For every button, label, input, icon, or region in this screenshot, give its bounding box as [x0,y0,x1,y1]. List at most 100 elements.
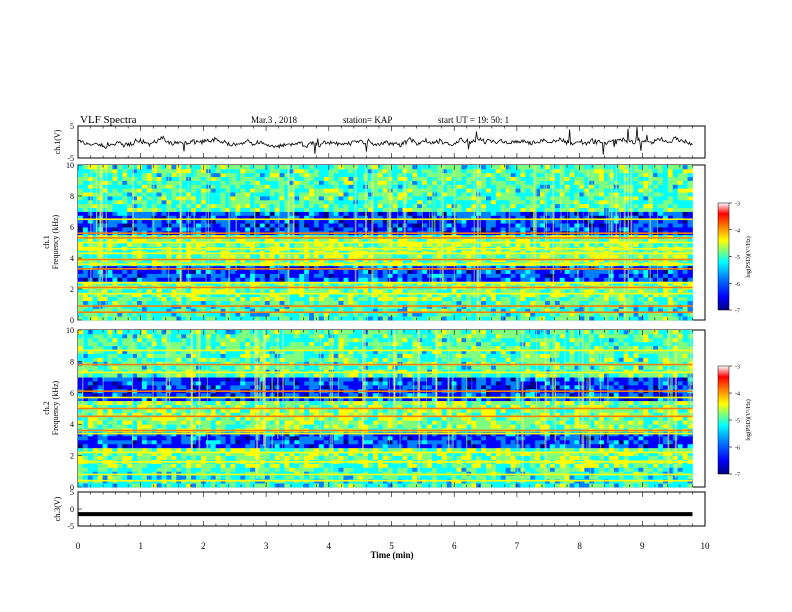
ch1-spectrogram-cell [92,312,99,317]
ch1-spectrogram-cell [520,219,526,224]
ch1-spectrogram-cell [540,184,546,189]
ch1-spectrogram-cell [515,165,521,170]
ch1-spectrogram-cell [535,242,541,247]
ch1-spectrogram-cell [653,289,659,294]
ch1-spectrogram-cell [279,265,285,271]
ch1-spectrogram-cell [618,223,625,228]
ch1-spectrogram-cell [220,172,226,178]
ch1-spectrogram-cell [461,196,467,201]
ch1-spectrogram-cell [633,277,639,282]
ch1-spectrogram-cell [407,168,413,174]
ch1-spectrogram-cell [633,234,639,240]
ch1-spectrogram-cell [495,296,502,302]
ch1-spectrogram-cell [122,211,128,216]
ch1-spectrogram-cell [672,180,679,185]
ch1-spectrogram-cell [584,292,590,298]
ch1-spectrogram-cell [505,254,511,259]
ch1-spectrogram-cell [510,265,516,271]
ch1-spectrogram-cell [274,269,280,274]
ch1-spectrogram-cell [220,273,226,278]
ch1-spectrogram-cell [328,234,335,240]
ch1-spectrogram-cell [235,277,241,282]
ch1-spectrogram-cell [181,300,187,305]
ch1-spectrogram-cell [490,184,497,189]
ch1-spectrogram-cell [313,234,320,240]
ch1-spectrogram-cell [510,196,516,201]
ch1-spectrogram-cell [490,269,497,274]
ch1-spectrogram-cell [78,196,84,201]
ch1-spectrogram-cell [166,292,172,298]
ch1-spectrogram-cell [397,269,403,274]
ch1-spectrogram-cell [535,176,541,181]
ch1-spectrogram-cell [441,238,448,243]
ch1-spectrogram-cell [466,300,472,305]
ch1-spectrogram-cell [338,203,344,209]
ch1-spectrogram-cell [417,250,423,255]
ch1-spectrogram-cell [127,292,133,298]
ch1-spectrogram-cell [643,188,649,193]
ch1-spectrogram-cell [309,273,315,278]
ch1-spectrogram-cell [466,176,472,181]
ch1-spectrogram-cell [132,234,138,240]
ch1-spectrogram-cell [304,215,310,220]
ch1-spectrogram-cell [446,227,452,232]
ch1-spectrogram-cell [274,300,280,305]
ch1-spectrogram-cell [510,184,516,189]
ch1-spectrogram-cell [554,215,561,220]
ch1-spectrogram-cell [525,277,531,282]
ch1-spectrogram-cell [672,172,679,178]
ch1-spectrogram-cell [328,308,335,313]
ch1-spectrogram-cell [481,180,487,185]
ch1-spectrogram-cell [687,265,693,271]
ch1-spectrogram-cell [638,188,644,193]
ch1-spectrogram-cell [102,211,108,216]
ch1-spectrogram-cell [594,180,600,185]
ch1-spectrogram-cell [146,254,153,259]
ch1-spectrogram-cell [259,180,266,185]
ch1-spectrogram-cell [151,269,158,274]
ch1-spectrogram-cell [520,184,526,189]
ch1-spectrogram-cell [122,250,128,255]
ch1-spectrogram-cell [284,273,290,278]
ch1-spectrogram-cell [215,176,221,181]
ch1-spectrogram-cell [240,172,246,178]
ch1-spectrogram-cell [171,176,177,181]
ch1-spectrogram-cell [446,242,452,247]
ch1-spectrogram-cell [594,184,600,189]
ch1-spectrogram-cell [259,219,266,224]
ch1-spectrogram-cell [510,273,516,278]
ch1-spectrogram-cell [658,292,664,298]
ch1-spectrogram-cell [200,289,207,294]
ch1-spectrogram-cell [195,207,202,212]
ch1-spectrogram-cell [584,234,590,240]
ch1-spectrogram-cell [481,172,487,178]
ch1-spectrogram-cell [136,238,143,243]
ch1-spectrogram-cell [677,168,684,174]
ch1-spectrogram-cell [530,269,536,274]
ch1-spectrogram-cell [682,168,688,174]
ch1-spectrogram-cell [407,203,413,209]
ch1-spectrogram-cell [156,165,162,170]
ch1-spectrogram-cell [505,238,511,243]
ch1-spectrogram-cell [78,312,84,317]
ch1-spectrogram-cell [92,215,99,220]
ch1-spectrogram-cell [392,223,398,228]
ch1-spectrogram-cell [289,312,295,317]
ch1-spectrogram-cell [500,238,507,243]
ch1-spectrogram-cell [117,308,123,313]
ch1-spectrogram-cell [264,300,271,305]
ch1-spectrogram-cell [672,196,679,201]
ch1-spectrogram-cell [122,165,128,170]
ch1-spectrogram-cell [584,242,590,247]
ch1-spectrogram-cell [146,199,153,205]
ch1-spectrogram-cell [191,300,197,305]
ch1-spectrogram-cell [569,199,575,205]
ch1-spectrogram-cell [309,250,315,255]
ch1-spectrogram-cell [662,227,669,232]
ch1-spectrogram-cell [490,223,497,228]
ch1-spectrogram-cell [466,192,472,197]
ch1-spectrogram-cell [392,238,398,243]
ch1-spectrogram-cell [161,265,167,271]
ch1-spectrogram-cell [122,184,128,189]
ch1-spectrogram-cell [633,250,639,255]
